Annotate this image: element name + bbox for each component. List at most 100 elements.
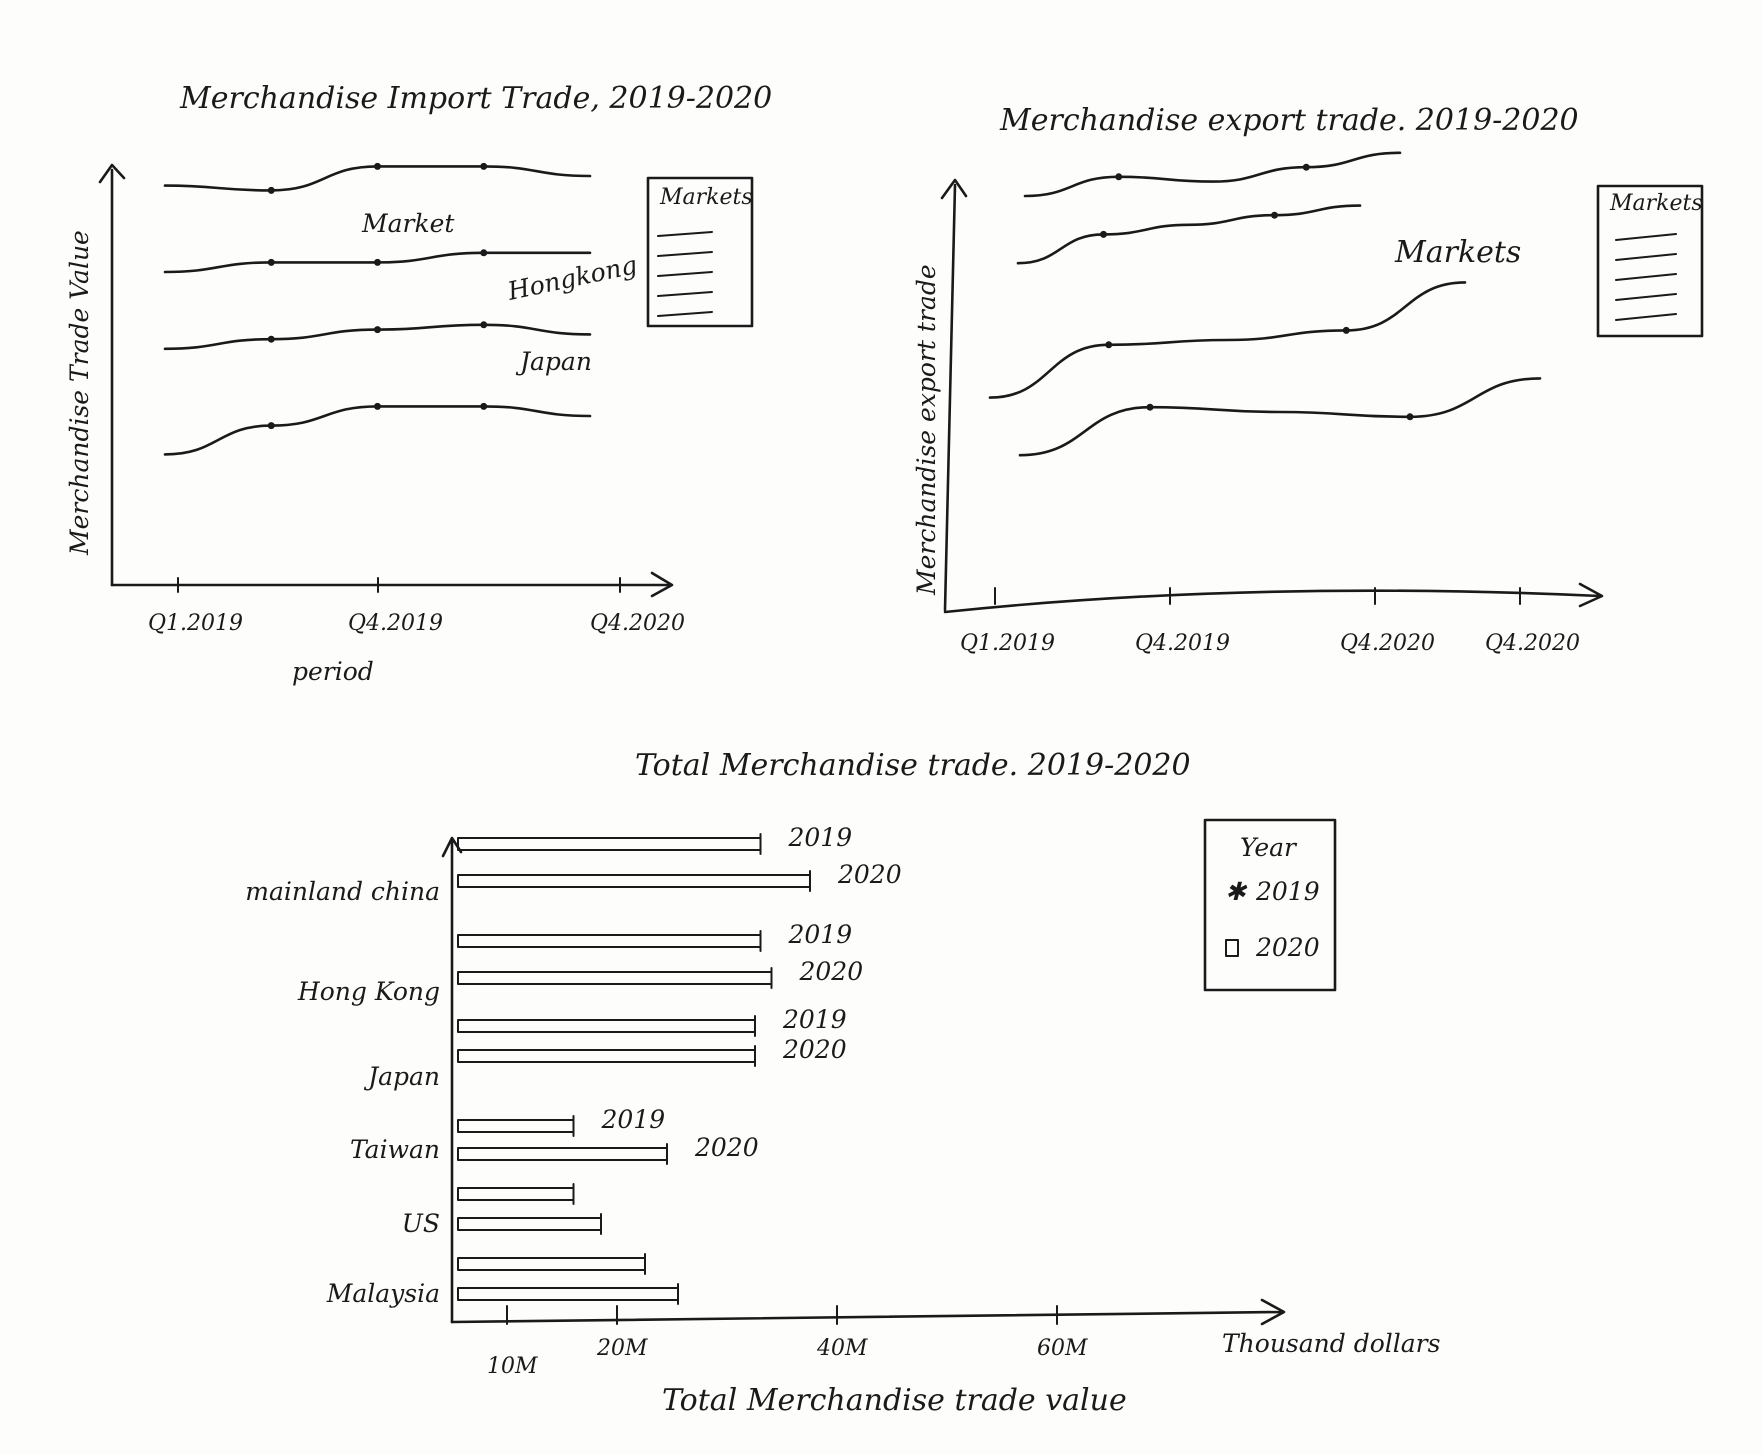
chart3-tick-label: 10M (487, 1354, 538, 1379)
chart3-category-label: mainland china (245, 877, 440, 906)
chart1-series-label-market: Market (361, 209, 455, 238)
chart2-data-point (1100, 230, 1107, 238)
chart3-legend-marker-2019: ✱ (1225, 877, 1248, 906)
chart3-bar-2020 (457, 1287, 679, 1301)
chart3-bar-label: 2020 (782, 1035, 847, 1064)
chart3-tick-label: 60M (1037, 1336, 1088, 1361)
chart1-data-point (267, 258, 275, 266)
chart3-bar-2019 (457, 934, 762, 948)
chart1-data-point (374, 402, 381, 410)
chart3-category-label: Malaysia (326, 1279, 440, 1308)
chart3-bar-2019 (457, 1257, 646, 1271)
chart1-series-label-japan: Japan (515, 347, 592, 376)
chart3-bar-label: 2020 (694, 1133, 759, 1162)
chart3-bar-label: 2019 (601, 1105, 666, 1134)
chart2-data-point (1146, 403, 1154, 411)
chart2-legend-title: Markets (1609, 191, 1703, 216)
chart-export-trade: Merchandise export trade. 2019-2020 Q1.2… (912, 103, 1704, 656)
chart3-category-label: Hong Kong (297, 977, 440, 1006)
chart2-series-line (988, 281, 1467, 399)
chart2-x-axis (943, 582, 1604, 614)
chart2-tick-label: Q1.2019 (960, 631, 1055, 656)
chart2-x-ticks: Q1.2019 Q4.2019 Q4.2020 Q4.2020 (960, 587, 1580, 656)
chart2-data-point (1105, 341, 1113, 349)
chart2-tick-label: Q4.2020 (1340, 631, 1435, 656)
chart1-data-point (267, 335, 275, 343)
chart2-series-line (1018, 377, 1542, 457)
chart3-bar-2020 (457, 971, 773, 985)
chart3-y-axis (441, 836, 463, 1324)
chart1-title: Merchandise Import Trade, 2019-2020 (179, 81, 772, 116)
chart2-data-point (1271, 211, 1278, 219)
chart1-series-line (163, 165, 592, 192)
chart2-legend-box (1596, 184, 1704, 338)
chart3-bar-2019 (457, 837, 762, 851)
chart2-y-label: Merchandise export trade (912, 264, 941, 596)
chart3-x-label: Total Merchandise trade value (662, 1383, 1127, 1418)
chart2-legend: Markets (1596, 184, 1704, 338)
chart2-series-line (1023, 151, 1402, 198)
chart2-series-line (1016, 204, 1362, 265)
chart3-bar-2019 (457, 1019, 756, 1033)
chart3-legend-entry-2020: 2020 (1255, 933, 1320, 962)
chart3-bar-label: 2020 (837, 860, 902, 889)
chart2-series (988, 151, 1542, 457)
chart2-y-axis (940, 178, 968, 612)
chart2-tick-label: Q4.2019 (1135, 631, 1230, 656)
chart1-y-label: Merchandise Trade Value (65, 230, 94, 556)
chart1-legend-box (646, 176, 754, 328)
chart1-legend-title: Markets (659, 185, 753, 210)
chart1-data-point (480, 249, 488, 257)
chart3-tick-label: 40M (816, 1336, 868, 1361)
chart2-data-point (1342, 326, 1350, 334)
chart3-legend-box (1203, 818, 1337, 992)
chart3-bars (457, 833, 811, 1305)
chart3-x-ticks: 10M 20M 40M 60M (487, 1305, 1088, 1379)
chart1-data-point (374, 162, 381, 170)
chart3-bar-label: 2020 (799, 957, 864, 986)
chart1-data-point (374, 326, 381, 334)
chart3-bar-2019 (457, 1119, 575, 1133)
chart3-legend-entry-2019: 2019 (1255, 877, 1320, 906)
chart3-bar-label: 2019 (788, 920, 853, 949)
chart1-data-point (267, 186, 275, 194)
chart3-category-label: US (402, 1209, 440, 1238)
chart3-category-label: Taiwan (350, 1135, 440, 1164)
chart1-x-axis (110, 571, 674, 598)
chart3-legend-title: Year (1240, 833, 1298, 862)
chart3-category-label: Japan (363, 1062, 440, 1091)
chart3-bar-2020 (457, 1049, 756, 1063)
chart3-x-unit: Thousand dollars (1222, 1329, 1440, 1358)
chart1-x-ticks: Q1.2019 Q4.2019 Q4.2020 (148, 577, 685, 636)
chart2-legend-entries (1615, 233, 1677, 321)
chart3-bar-label: 2019 (788, 823, 853, 852)
chart3-title: Total Merchandise trade. 2019-2020 (635, 748, 1191, 783)
chart1-data-point (480, 162, 488, 170)
chart1-data-point (374, 258, 381, 266)
chart2-data-point (1115, 173, 1123, 181)
chart1-tick-label: Q4.2019 (348, 611, 443, 636)
chart1-legend-entries (657, 231, 713, 317)
chart3-category-labels: mainland china Hong Kong Japan Taiwan US Mala… (245, 877, 440, 1308)
chart3-legend: Year ✱ 2019 2020 (1203, 818, 1337, 992)
chart3-bar-label: 2019 (782, 1005, 847, 1034)
chart1-series-line (163, 405, 592, 456)
chart2-data-point (1302, 163, 1310, 171)
chart1-data-point (480, 402, 488, 410)
chart1-legend: Markets (646, 176, 754, 328)
chart1-data-point (480, 321, 488, 329)
chart2-series-label-markets: Markets (1394, 235, 1521, 270)
chart3-bar-2020 (457, 1147, 668, 1161)
chart3-tick-label: 20M (596, 1336, 648, 1361)
chart1-y-axis (98, 163, 126, 587)
chart2-data-point (1406, 413, 1414, 421)
chart-import-trade: Merchandise Import Trade, 2019-2020 Q1.2… (65, 81, 772, 686)
chart2-tick-label: Q4.2020 (1485, 631, 1580, 656)
chart1-data-point (267, 422, 275, 430)
chart3-bar-2020 (457, 1217, 602, 1231)
chart3-bar-2020 (457, 874, 811, 888)
chart1-series-label-hongkong: Hongkong (504, 250, 639, 306)
